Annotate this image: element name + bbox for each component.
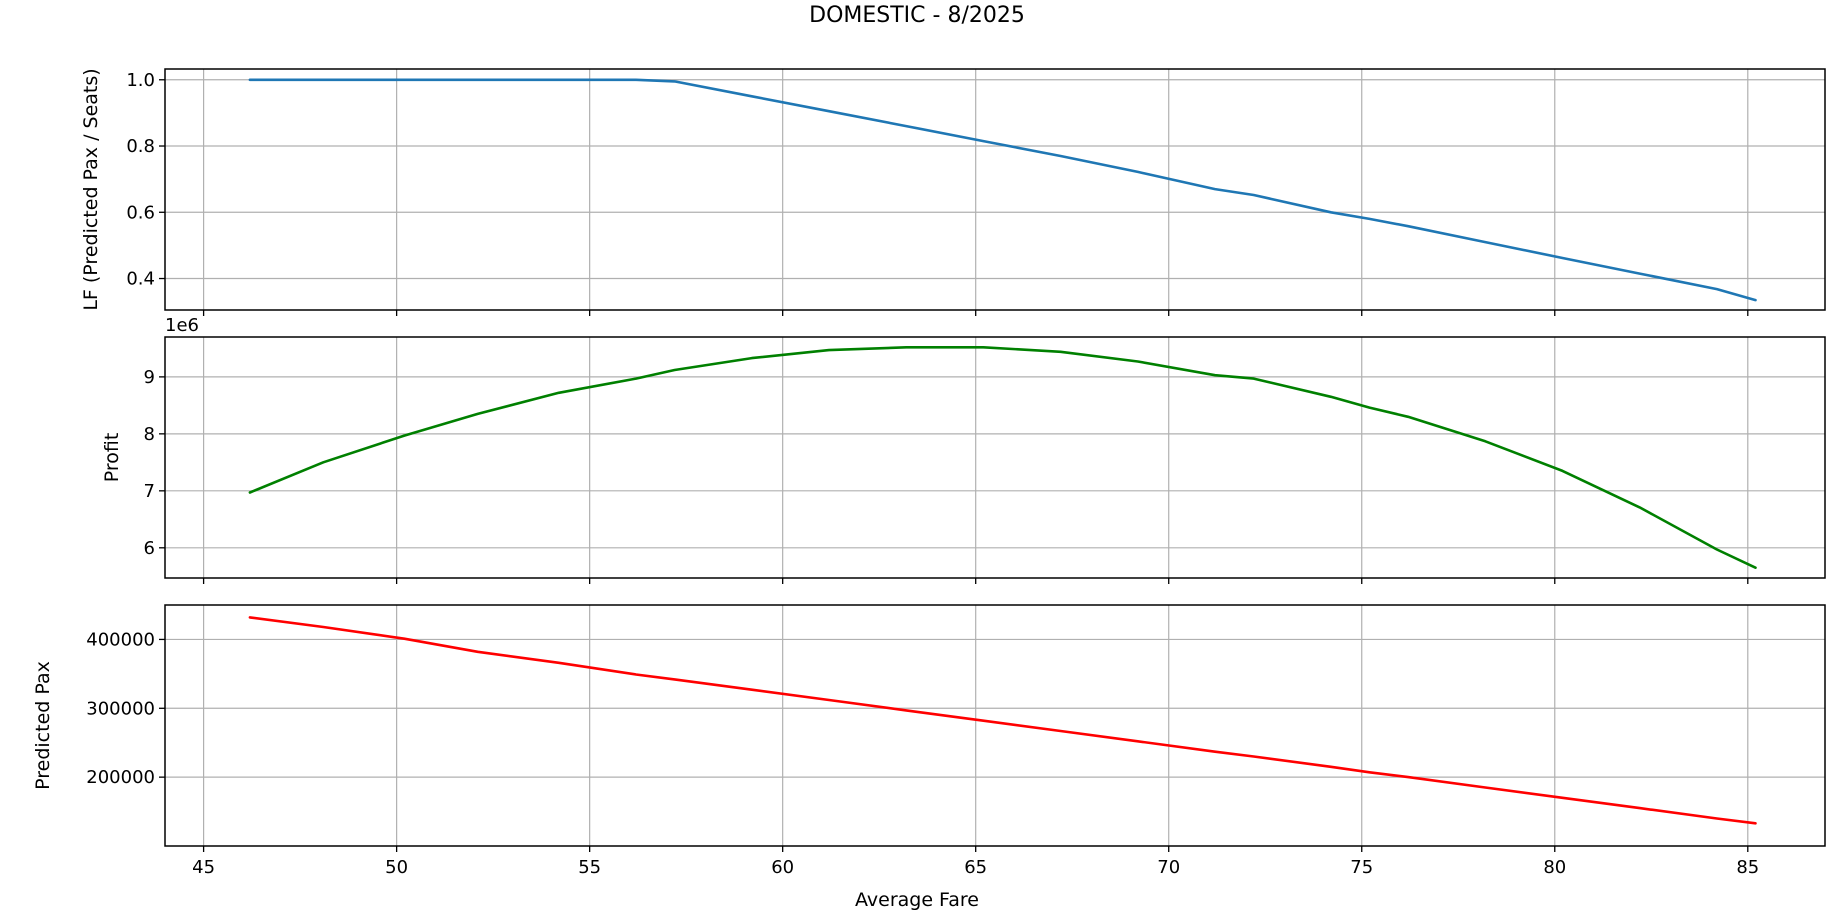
y-tick-label: 200000: [86, 767, 155, 788]
y-axis-label: LF (Predicted Pax / Seats): [80, 68, 102, 310]
x-axis-label: Average Fare: [855, 889, 979, 911]
y-tick-label: 400000: [86, 629, 155, 650]
y-axis-label: Profit: [101, 433, 123, 483]
y-tick-label: 6: [144, 538, 155, 559]
series-line-1: [248, 78, 1757, 302]
y-tick-label: 9: [144, 367, 155, 388]
x-tick-label: 65: [964, 857, 987, 878]
x-tick-label: 80: [1543, 857, 1566, 878]
x-tick-label: 75: [1350, 857, 1373, 878]
panel-1: 0.4 0.6 0.8 1.0 LF (Predicted Pax / Seats): [80, 68, 1826, 316]
x-tick-label: 50: [385, 857, 408, 878]
x-tick-label: 55: [578, 857, 601, 878]
axis-offset-label: 1e6: [165, 315, 199, 336]
x-tick-label: 85: [1736, 857, 1759, 878]
y-tick-label: 8: [144, 424, 155, 445]
x-tick-label: 45: [192, 857, 215, 878]
axes-frame: [164, 68, 1826, 311]
y-tick-label: 0.8: [126, 136, 155, 157]
axes-frame: [164, 336, 1826, 579]
axes-frame: [164, 604, 1826, 847]
series-line-2: [248, 345, 1757, 570]
chart-title: DOMESTIC - 8/2025: [809, 3, 1025, 28]
panels-layer: 0.4 0.6 0.8 1.0 LF (Predicted Pax / Seats) 6 7…: [32, 68, 1826, 878]
panel-3: 45 50 55 60 65 70 75 80 85 200000 300000 400000 Pred…: [32, 604, 1826, 878]
panel-2: 6 7 8 9 Profit 1e6: [101, 315, 1826, 584]
y-tick-label: 7: [144, 481, 155, 502]
y-tick-label: 0.6: [126, 202, 155, 223]
y-tick-label: 0.4: [126, 269, 155, 290]
x-tick-label: 70: [1157, 857, 1180, 878]
y-tick-label: 300000: [86, 698, 155, 719]
y-tick-label: 1.0: [126, 70, 155, 91]
series-line-3: [248, 616, 1757, 825]
y-axis-label: Predicted Pax: [32, 661, 54, 790]
x-tick-label: 60: [771, 857, 794, 878]
